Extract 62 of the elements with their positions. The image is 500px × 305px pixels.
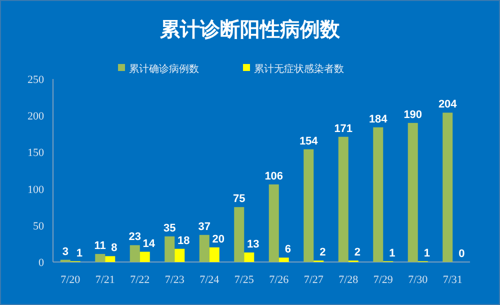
legend-label: 累计无症状感染者数 [254, 63, 344, 75]
bar [174, 248, 185, 262]
bar [338, 136, 348, 262]
data-label: 204 [438, 98, 458, 111]
x-tick-label: 7/23 [164, 274, 185, 286]
x-tick-label: 7/21 [95, 274, 115, 286]
bar [95, 254, 106, 262]
data-label: 35 [164, 222, 176, 234]
x-tick-label: 7/20 [60, 274, 81, 286]
bar [408, 122, 418, 262]
data-label: 14 [142, 238, 156, 250]
data-label: 23 [128, 231, 141, 244]
data-label: 184 [368, 113, 388, 126]
data-label: 11 [94, 240, 106, 252]
bar [209, 247, 220, 262]
bar [373, 127, 384, 262]
bar [199, 234, 210, 262]
data-label: 2 [354, 246, 360, 259]
x-tick-label: 7/27 [304, 274, 324, 286]
data-label: 37 [198, 220, 210, 233]
y-tick-label: 50 [33, 220, 44, 232]
bar [268, 184, 279, 262]
y-tick-label: 150 [28, 147, 44, 160]
data-label: 18 [178, 234, 190, 247]
bar [442, 112, 453, 262]
x-tick-label: 7/29 [373, 274, 394, 286]
data-label: 75 [233, 193, 246, 206]
y-tick-label: 100 [28, 184, 44, 196]
x-tick-label: 7/31 [442, 274, 462, 286]
x-tick-label: 7/25 [234, 274, 254, 286]
data-label: 106 [264, 170, 284, 182]
data-label: 1 [424, 247, 430, 260]
data-label: 20 [212, 233, 224, 246]
data-label: 1 [389, 247, 396, 260]
data-label: 190 [404, 108, 422, 121]
bar [140, 252, 150, 262]
data-label: 13 [247, 238, 260, 250]
bar [105, 256, 116, 262]
data-label: 2 [320, 246, 326, 259]
data-label: 0 [458, 248, 465, 260]
data-label: 154 [299, 135, 319, 148]
x-tick-label: 7/22 [130, 274, 150, 286]
data-label: 1 [76, 247, 82, 260]
data-label: 3 [62, 246, 68, 258]
y-tick-label: 0 [38, 257, 44, 269]
y-tick-label: 200 [28, 110, 44, 123]
y-tick-label: 250 [28, 74, 44, 86]
bar [234, 207, 244, 262]
data-label: 8 [111, 242, 118, 254]
bar [278, 258, 289, 262]
x-tick-label: 7/26 [269, 274, 290, 286]
data-label: 6 [284, 244, 291, 256]
x-tick-label: 7/28 [338, 274, 359, 286]
bar [164, 236, 175, 262]
bar [304, 149, 314, 262]
chart-title: 累计诊断阳性病例数 [159, 18, 341, 41]
bar [130, 245, 140, 262]
data-label: 171 [334, 122, 353, 135]
x-tick-label: 7/30 [408, 274, 428, 286]
x-tick-label: 7/24 [200, 274, 220, 286]
legend-label: 累计确诊病例数 [129, 63, 199, 75]
bar [244, 252, 254, 262]
